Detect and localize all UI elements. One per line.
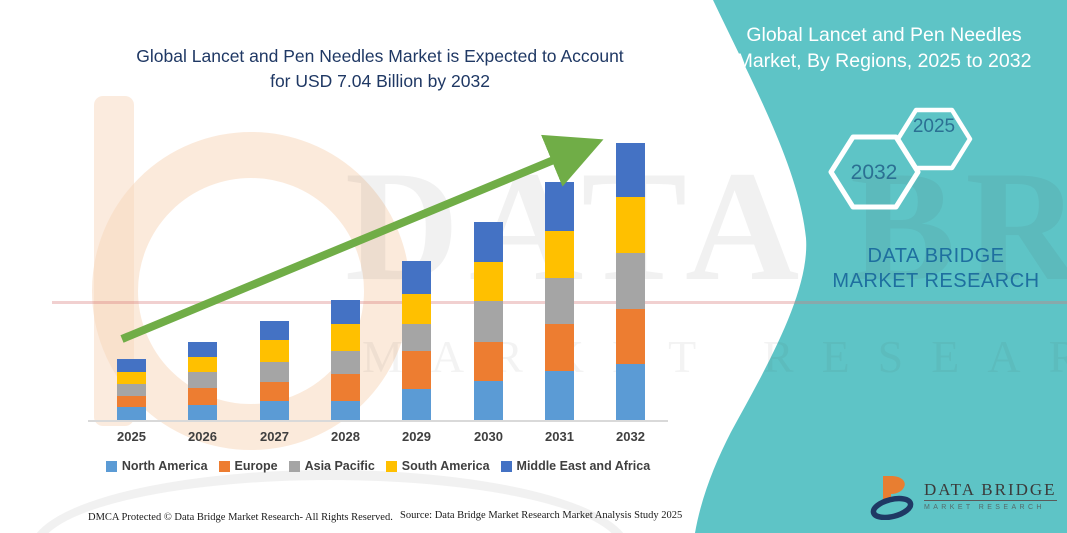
bar-2031 <box>545 182 574 420</box>
databridge-logo-text: DATA BRIDGE MARKET RESEARCH <box>924 480 1057 512</box>
teal-panel <box>695 0 1067 533</box>
bar-segment-2030-europe <box>474 342 503 381</box>
bar-segment-2028-asia-pacific <box>331 351 360 374</box>
bar-segment-2030-asia-pacific <box>474 301 503 342</box>
bar-segment-2031-asia-pacific <box>545 278 574 324</box>
bar-segment-2027-south-america <box>260 340 289 362</box>
bar-segment-2027-middle-east-and-africa <box>260 321 289 340</box>
bar-segment-2026-south-america <box>188 357 217 372</box>
legend-swatch <box>500 460 512 472</box>
bar-segment-2026-europe <box>188 388 217 405</box>
bar-segment-2032-europe <box>616 309 645 364</box>
dmca-notice: DMCA Protected © Data Bridge Market Rese… <box>88 512 393 523</box>
bar-segment-2031-north-america <box>545 371 574 420</box>
legend-label: Asia Pacific <box>304 459 375 473</box>
bar-2030 <box>474 222 503 420</box>
chart-headline-line2: for USD 7.04 Billion by 2032 <box>270 71 490 91</box>
bar-segment-2027-asia-pacific <box>260 362 289 382</box>
legend-item-south-america: South America <box>385 459 490 473</box>
x-axis-label-2031: 2031 <box>545 429 574 444</box>
bar-segment-2032-asia-pacific <box>616 253 645 309</box>
hexagon-2032-label: 2032 <box>851 161 898 184</box>
legend-label: Middle East and Africa <box>516 459 651 473</box>
legend-swatch <box>288 460 300 472</box>
brand-name-text: DATA BRIDGE MARKET RESEARCH <box>832 245 1040 292</box>
bar-segment-2030-middle-east-and-africa <box>474 222 503 262</box>
logo-b-stem <box>883 476 891 501</box>
bar-segment-2027-europe <box>260 382 289 401</box>
chart-headline-line1: Global Lancet and Pen Needles Market is … <box>136 46 624 66</box>
legend-item-europe: Europe <box>218 459 278 473</box>
bar-segment-2026-asia-pacific <box>188 372 217 388</box>
bar-segment-2028-middle-east-and-africa <box>331 300 360 324</box>
legend-label: Europe <box>234 459 278 473</box>
bar-segment-2026-middle-east-and-africa <box>188 342 217 357</box>
hexagon-2032 <box>828 134 921 210</box>
chart-headline: Global Lancet and Pen Needles Market is … <box>68 44 692 94</box>
legend-item-middle-east-and-africa: Middle East and Africa <box>500 459 651 473</box>
legend-swatch <box>385 460 397 472</box>
chart-legend: North America Europe Asia Pacific South Ame… <box>78 459 678 473</box>
bar-segment-2030-north-america <box>474 381 503 420</box>
bar-segment-2031-europe <box>545 324 574 371</box>
logo-swoosh <box>870 495 914 520</box>
logo-subtitle: MARKET RESEARCH <box>924 504 1045 511</box>
legend-label: South America <box>401 459 490 473</box>
x-axis-label-2032: 2032 <box>616 429 645 444</box>
x-axis-label-2030: 2030 <box>474 429 503 444</box>
legend-label: North America <box>121 459 208 473</box>
databridge-logo: DATA BRIDGE MARKET RESEARCH <box>868 472 1057 520</box>
hexagon-2025-label: 2025 <box>913 116 955 137</box>
bar-segment-2028-europe <box>331 374 360 401</box>
legend-swatch <box>105 460 117 472</box>
bar-segment-2028-south-america <box>331 324 360 351</box>
databridge-logo-mark <box>870 476 914 520</box>
legend-item-north-america: North America <box>105 459 208 473</box>
logo-b-flag <box>891 476 905 494</box>
bar-segment-2032-north-america <box>616 364 645 420</box>
bar-segment-2032-south-america <box>616 197 645 253</box>
bar-segment-2032-middle-east-and-africa <box>616 143 645 197</box>
bar-2032 <box>616 143 645 420</box>
logo-divider <box>924 500 1057 501</box>
source-note: Source: Data Bridge Market Research Mark… <box>400 510 683 521</box>
logo-name: DATA BRIDGE <box>924 480 1057 499</box>
bar-segment-2030-south-america <box>474 262 503 301</box>
bar-segment-2031-middle-east-and-africa <box>545 182 574 231</box>
bar-segment-2031-south-america <box>545 231 574 278</box>
panel-title: Global Lancet and Pen Needles Market, By… <box>736 24 1032 72</box>
growth-trend-arrow <box>120 134 604 343</box>
legend-swatch <box>218 460 230 472</box>
legend-item-asia-pacific: Asia Pacific <box>288 459 375 473</box>
